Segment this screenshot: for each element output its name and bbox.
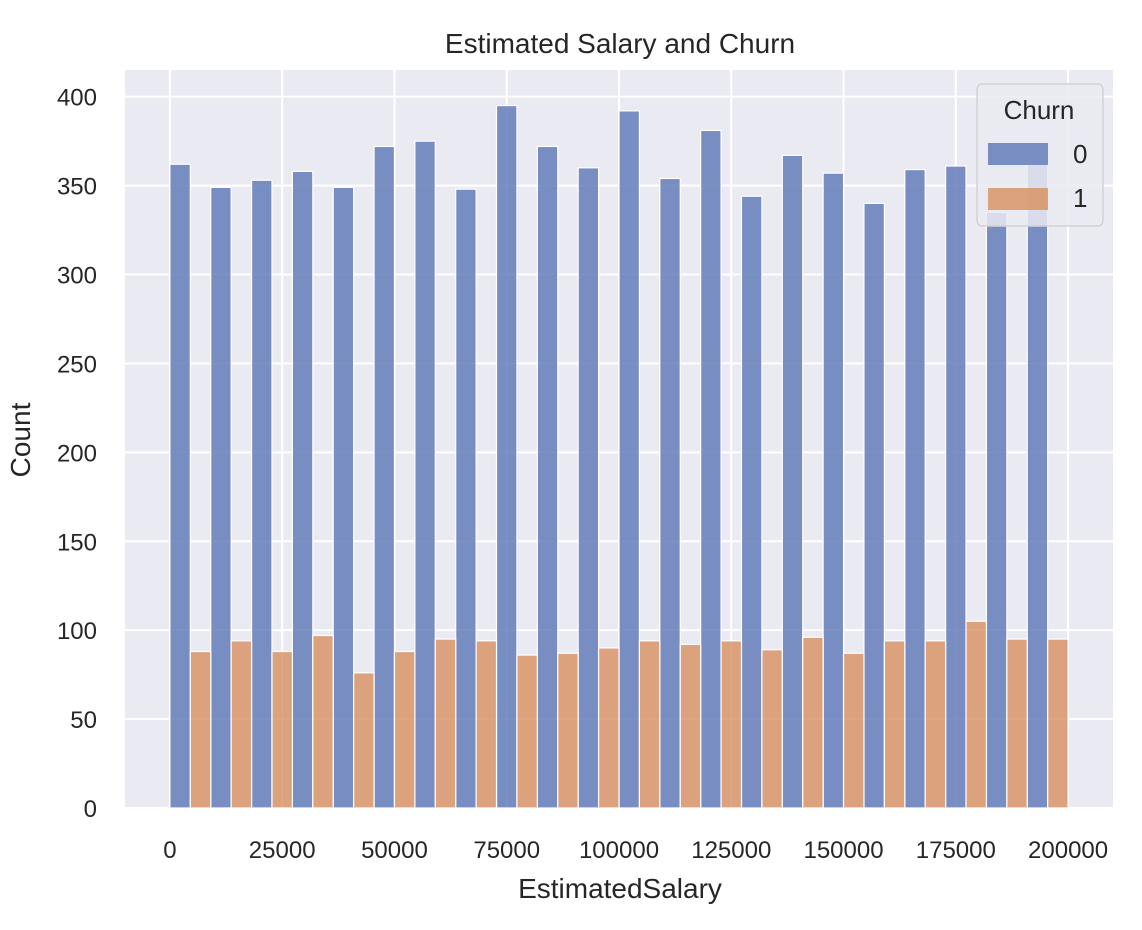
- bar-series-0-bin-16: [822, 172, 845, 809]
- x-tick-label: 25000: [249, 837, 316, 864]
- bar-series-1-bin-19: [965, 620, 988, 809]
- y-tick-label: 0: [84, 796, 97, 823]
- bar-series-1-bin-4: [353, 672, 375, 809]
- y-axis-ticks: 0 50 100 150 200 250 300 350 400: [57, 85, 97, 823]
- bar-series-1-bin-11: [638, 640, 661, 809]
- x-tick-label: 0: [163, 837, 176, 864]
- bar-series-1-bin-15: [802, 636, 824, 809]
- bar-series-0-bin-4: [332, 186, 355, 809]
- bar-series-0-bin-0: [169, 163, 191, 809]
- bar-series-1-bin-20: [1006, 638, 1028, 809]
- bar-series-1-bin-7: [475, 640, 498, 809]
- x-tick-label: 200000: [1028, 837, 1108, 864]
- bar-series-1-bin-10: [597, 647, 620, 809]
- bar-series-1-bin-5: [393, 650, 416, 809]
- legend-label-0: 0: [1073, 139, 1087, 169]
- y-axis-label: Count: [5, 402, 36, 477]
- bar-series-1-bin-14: [761, 649, 783, 809]
- legend-title: Churn: [1004, 95, 1075, 125]
- bars: [169, 104, 1069, 809]
- legend-label-1: 1: [1073, 183, 1087, 213]
- bar-series-0-bin-5: [373, 145, 396, 809]
- bar-series-0-bin-18: [904, 168, 926, 809]
- x-tick-label: 100000: [579, 837, 659, 864]
- bar-series-1-bin-13: [720, 640, 743, 809]
- legend-swatch-1: [988, 188, 1048, 210]
- bar-series-0-bin-10: [577, 167, 600, 809]
- y-tick-label: 400: [57, 85, 97, 112]
- bar-series-0-bin-20: [985, 211, 1008, 809]
- bar-series-1-bin-9: [557, 652, 579, 809]
- x-axis-label: EstimatedSalary: [518, 873, 722, 904]
- bar-series-0-bin-13: [700, 129, 722, 809]
- bar-series-0-bin-17: [863, 202, 885, 809]
- bar-series-0-bin-14: [740, 195, 763, 809]
- x-tick-label: 125000: [691, 837, 771, 864]
- bar-series-1-bin-0: [189, 650, 212, 809]
- bar-series-0-bin-19: [945, 165, 967, 809]
- bar-series-1-bin-18: [924, 640, 947, 809]
- x-tick-label: 175000: [916, 837, 996, 864]
- bar-series-1-bin-16: [842, 652, 865, 809]
- bar-series-0-bin-15: [781, 154, 804, 809]
- x-tick-label: 75000: [473, 837, 540, 864]
- bar-series-1-bin-2: [271, 650, 293, 809]
- bar-series-1-bin-6: [434, 638, 457, 809]
- legend-swatch-0: [988, 143, 1048, 165]
- x-tick-label: 150000: [803, 837, 883, 864]
- x-axis-ticks: 0 25000 50000 75000 100000 125000 150000 175000…: [163, 837, 1108, 864]
- bar-series-1-bin-12: [679, 643, 702, 809]
- bar-series-0-bin-11: [618, 110, 641, 809]
- bar-series-1-bin-3: [312, 634, 334, 809]
- y-tick-label: 300: [57, 263, 97, 290]
- y-tick-label: 250: [57, 351, 97, 378]
- bar-series-1-bin-21: [1047, 638, 1069, 809]
- bar-series-0-bin-1: [210, 186, 232, 809]
- bar-series-1-bin-1: [230, 640, 253, 809]
- bar-series-0-bin-21: [1026, 163, 1049, 809]
- chart-title: Estimated Salary and Churn: [445, 28, 795, 59]
- y-tick-label: 50: [70, 707, 97, 734]
- bar-series-0-bin-7: [455, 188, 477, 809]
- bar-series-0-bin-6: [414, 140, 436, 809]
- bar-series-1-bin-8: [516, 654, 538, 809]
- x-tick-label: 50000: [361, 837, 428, 864]
- legend: Churn 0 1: [976, 83, 1104, 227]
- y-tick-label: 150: [57, 529, 97, 556]
- bar-series-0-bin-2: [250, 179, 273, 809]
- y-tick-label: 100: [57, 618, 97, 645]
- bar-series-0-bin-3: [291, 170, 314, 809]
- y-tick-label: 350: [57, 174, 97, 201]
- bar-series-0-bin-8: [495, 104, 518, 809]
- bar-series-0-bin-12: [659, 177, 681, 809]
- y-tick-label: 200: [57, 440, 97, 467]
- bar-series-0-bin-9: [536, 145, 559, 809]
- bar-series-1-bin-17: [883, 640, 906, 809]
